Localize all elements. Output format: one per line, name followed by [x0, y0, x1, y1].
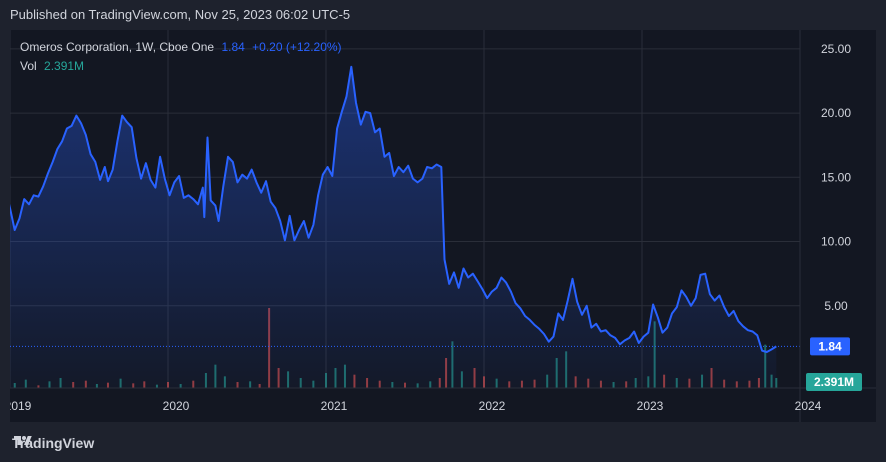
price-area: [10, 66, 777, 388]
legend-symbol-row: Omeros Corporation, 1W, Cboe One 1.84 +0…: [20, 38, 342, 57]
x-tick-label: 2022: [479, 399, 506, 413]
footer: TradingView: [0, 422, 886, 462]
y-tick-label: 15.00: [821, 170, 851, 184]
x-tick-label: 2021: [321, 399, 348, 413]
x-tick-label: 2019: [10, 399, 32, 413]
x-tick-label: 2020: [163, 399, 190, 413]
x-tick-label: 2023: [637, 399, 664, 413]
chart-svg: 25.00 20.00 15.00 10.00 5.00 2019 2020 2021 2022…: [10, 30, 876, 422]
chart-area[interactable]: Omeros Corporation, 1W, Cboe One 1.84 +0…: [10, 30, 876, 422]
legend-volume-label[interactable]: Vol: [20, 59, 37, 73]
x-tick-label: 2024: [795, 399, 822, 413]
legend-price: 1.84: [221, 40, 245, 54]
y-tick-label: 10.00: [821, 235, 851, 249]
last-price-tag-label: 1.84: [818, 339, 842, 353]
tradingview-logo[interactable]: TradingView: [12, 434, 94, 452]
y-tick-label: 25.00: [821, 42, 851, 56]
legend-volume-value: 2.391M: [44, 59, 85, 73]
chart-legend: Omeros Corporation, 1W, Cboe One 1.84 +0…: [20, 38, 342, 76]
price-line: [10, 65, 777, 353]
tradingview-brand: TradingView: [12, 435, 95, 451]
y-tick-label: 20.00: [821, 106, 851, 120]
last-volume-tag: [806, 373, 862, 391]
last-price-tag: [810, 337, 850, 356]
tradingview-logo-icon: [14, 436, 32, 445]
published-header: Published on TradingView.com, Nov 25, 20…: [10, 7, 351, 22]
legend-change: +0.20 (+12.20%): [252, 40, 342, 54]
legend-symbol[interactable]: Omeros Corporation, 1W, Cboe One: [20, 40, 215, 54]
y-tick-label: 5.00: [824, 299, 848, 313]
legend-volume-row: Vol 2.391M: [20, 57, 342, 76]
last-volume-tag-label: 2.391M: [814, 375, 854, 389]
